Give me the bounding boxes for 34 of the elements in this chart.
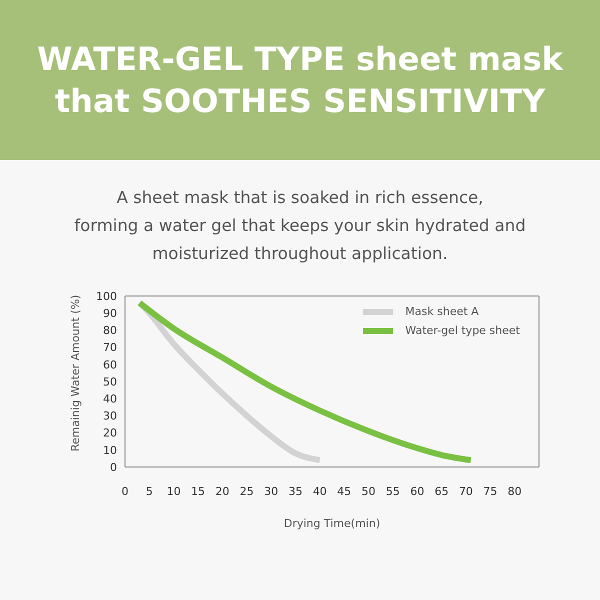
x-tick-label: 40 [312, 484, 327, 498]
x-axis-title: Drying Time(min) [284, 517, 380, 530]
chart-title: WATER-GEL TYPE sheet mask that SOOTHES SENSITIVITY [37, 39, 563, 122]
y-tick-label: 0 [110, 460, 117, 474]
x-tick-label: 80 [508, 484, 522, 498]
y-tick-label: 60 [103, 358, 117, 372]
y-tick-label: 50 [103, 375, 117, 388]
y-tick-label: 100 [96, 290, 117, 303]
y-tick-label: 80 [103, 324, 117, 338]
legend-label: Water-gel type sheet [405, 324, 520, 337]
x-tick-label: 30 [264, 484, 278, 498]
x-tick-label: 70 [458, 484, 473, 498]
x-tick-label: 25 [240, 484, 254, 498]
x-tick-label: 75 [483, 484, 498, 498]
y-axis-title: Remainig Water Amount (%) [68, 294, 82, 452]
x-tick-label: 5 [146, 484, 153, 498]
x-tick-label: 55 [386, 484, 400, 498]
y-tick-label: 10 [103, 444, 117, 457]
y-tick-label: 30 [103, 410, 117, 423]
x-tick-label: 45 [337, 484, 352, 498]
y-tick-label: 40 [103, 392, 117, 406]
x-tick-label: 0 [122, 484, 128, 498]
legend-label: Mask sheet A [405, 305, 479, 318]
y-tick-label: 90 [103, 307, 117, 320]
x-tick-label: 20 [215, 484, 230, 498]
x-tick-label: 60 [410, 484, 424, 498]
x-tick-label: 50 [362, 484, 376, 498]
x-tick-label: 65 [434, 484, 449, 498]
x-tick-label: 35 [288, 484, 302, 498]
y-tick-label: 70 [103, 341, 117, 354]
x-tick-label: 10 [166, 484, 181, 498]
y-tick-label: 20 [103, 426, 117, 440]
chart-subtitle: A sheet mask that is soaked in rich essence, forming a water gel that keeps your skin hydrated and moisturized throughout application. [73, 187, 527, 265]
x-tick-label: 15 [191, 484, 206, 498]
